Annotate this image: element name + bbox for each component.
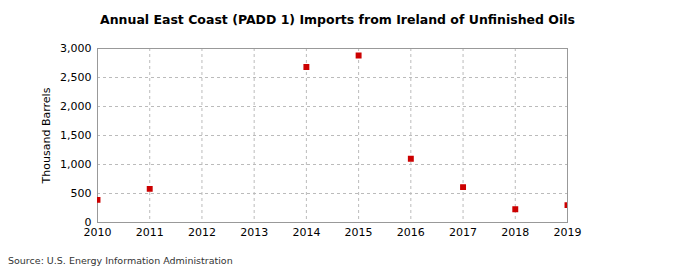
svg-text:2014: 2014: [292, 226, 320, 239]
svg-text:2011: 2011: [136, 226, 164, 239]
svg-text:2010: 2010: [84, 226, 112, 239]
svg-text:2,500: 2,500: [60, 71, 92, 84]
svg-text:2016: 2016: [397, 226, 425, 239]
svg-text:Thousand Barrels: Thousand Barrels: [40, 87, 53, 184]
svg-text:2015: 2015: [345, 226, 373, 239]
svg-text:2012: 2012: [188, 226, 216, 239]
svg-text:2,000: 2,000: [60, 100, 92, 113]
svg-text:1,000: 1,000: [60, 158, 92, 171]
html-text:Annual East Coast (PADD 1) Imp: Annual East Coast (PADD 1) Imports from …: [100, 12, 575, 27]
svg-text:2017: 2017: [449, 226, 477, 239]
svg-text:2019: 2019: [554, 226, 582, 239]
svg-text:1,500: 1,500: [60, 129, 92, 142]
svg-text:0: 0: [84, 216, 92, 229]
svg-text:2013: 2013: [240, 226, 268, 239]
svg-text:500: 500: [71, 187, 92, 200]
svg-text:3,000: 3,000: [60, 42, 92, 55]
svg-text:2018: 2018: [501, 226, 529, 239]
html-text:Source: U.S. Energy Informatio: Source: U.S. Energy Information Administ…: [8, 255, 233, 266]
